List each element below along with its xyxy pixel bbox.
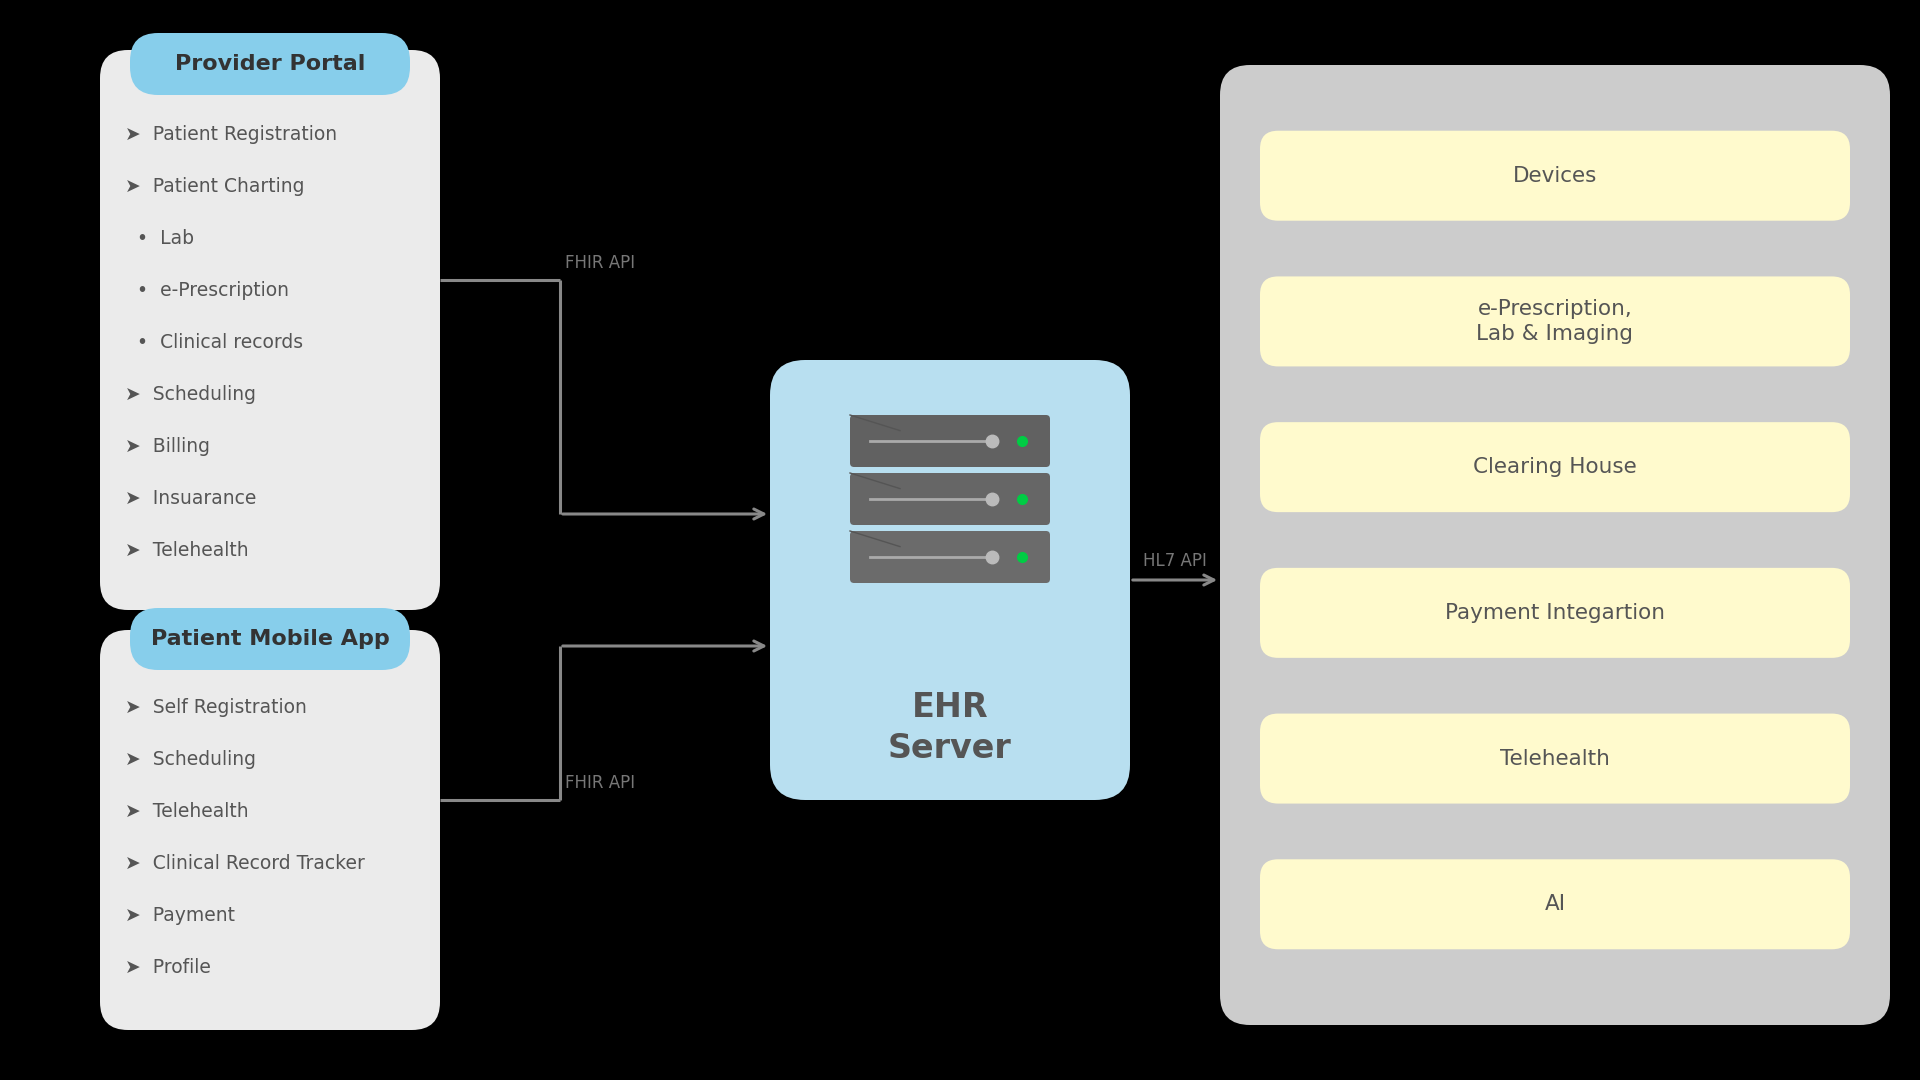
Text: Telehealth: Telehealth — [1500, 748, 1611, 769]
Text: ➤  Profile: ➤ Profile — [125, 958, 211, 977]
FancyBboxPatch shape — [770, 360, 1131, 800]
Text: Patient Mobile App: Patient Mobile App — [150, 629, 390, 649]
FancyBboxPatch shape — [1260, 422, 1851, 512]
Text: ➤  Self Registration: ➤ Self Registration — [125, 698, 307, 717]
Text: ➤  Insuarance: ➤ Insuarance — [125, 489, 257, 508]
Text: ➤  Scheduling: ➤ Scheduling — [125, 750, 255, 769]
FancyBboxPatch shape — [100, 630, 440, 1030]
FancyBboxPatch shape — [1260, 568, 1851, 658]
FancyBboxPatch shape — [100, 50, 440, 610]
Text: ➤  Scheduling: ➤ Scheduling — [125, 384, 255, 404]
Text: •  e-Prescription: • e-Prescription — [125, 281, 290, 300]
Text: ➤  Payment: ➤ Payment — [125, 906, 234, 924]
Text: •  Clinical records: • Clinical records — [125, 333, 303, 352]
Text: ➤  Patient Charting: ➤ Patient Charting — [125, 177, 305, 195]
Text: e-Prescription,
Lab & Imaging: e-Prescription, Lab & Imaging — [1476, 299, 1634, 343]
Text: FHIR API: FHIR API — [564, 774, 636, 792]
FancyBboxPatch shape — [851, 473, 1050, 525]
Text: •  Lab: • Lab — [125, 229, 194, 248]
Text: AI: AI — [1544, 894, 1565, 915]
Text: Clearing House: Clearing House — [1473, 457, 1638, 477]
Text: ➤  Patient Registration: ➤ Patient Registration — [125, 125, 338, 144]
FancyBboxPatch shape — [1219, 65, 1889, 1025]
Text: Provider Portal: Provider Portal — [175, 54, 365, 75]
Text: Payment Integartion: Payment Integartion — [1446, 603, 1665, 623]
Text: FHIR API: FHIR API — [564, 254, 636, 272]
FancyBboxPatch shape — [131, 33, 411, 95]
Text: EHR
Server: EHR Server — [889, 691, 1012, 765]
Text: Devices: Devices — [1513, 165, 1597, 186]
FancyBboxPatch shape — [131, 608, 411, 670]
Text: ➤  Clinical Record Tracker: ➤ Clinical Record Tracker — [125, 854, 365, 873]
Text: ➤  Telehealth: ➤ Telehealth — [125, 541, 248, 561]
FancyBboxPatch shape — [1260, 860, 1851, 949]
FancyBboxPatch shape — [1260, 714, 1851, 804]
FancyBboxPatch shape — [851, 531, 1050, 583]
Text: HL7 API: HL7 API — [1142, 552, 1208, 570]
FancyBboxPatch shape — [1260, 276, 1851, 366]
FancyBboxPatch shape — [1260, 131, 1851, 220]
Text: ➤  Billing: ➤ Billing — [125, 437, 209, 456]
FancyBboxPatch shape — [851, 415, 1050, 467]
Text: ➤  Telehealth: ➤ Telehealth — [125, 802, 248, 821]
